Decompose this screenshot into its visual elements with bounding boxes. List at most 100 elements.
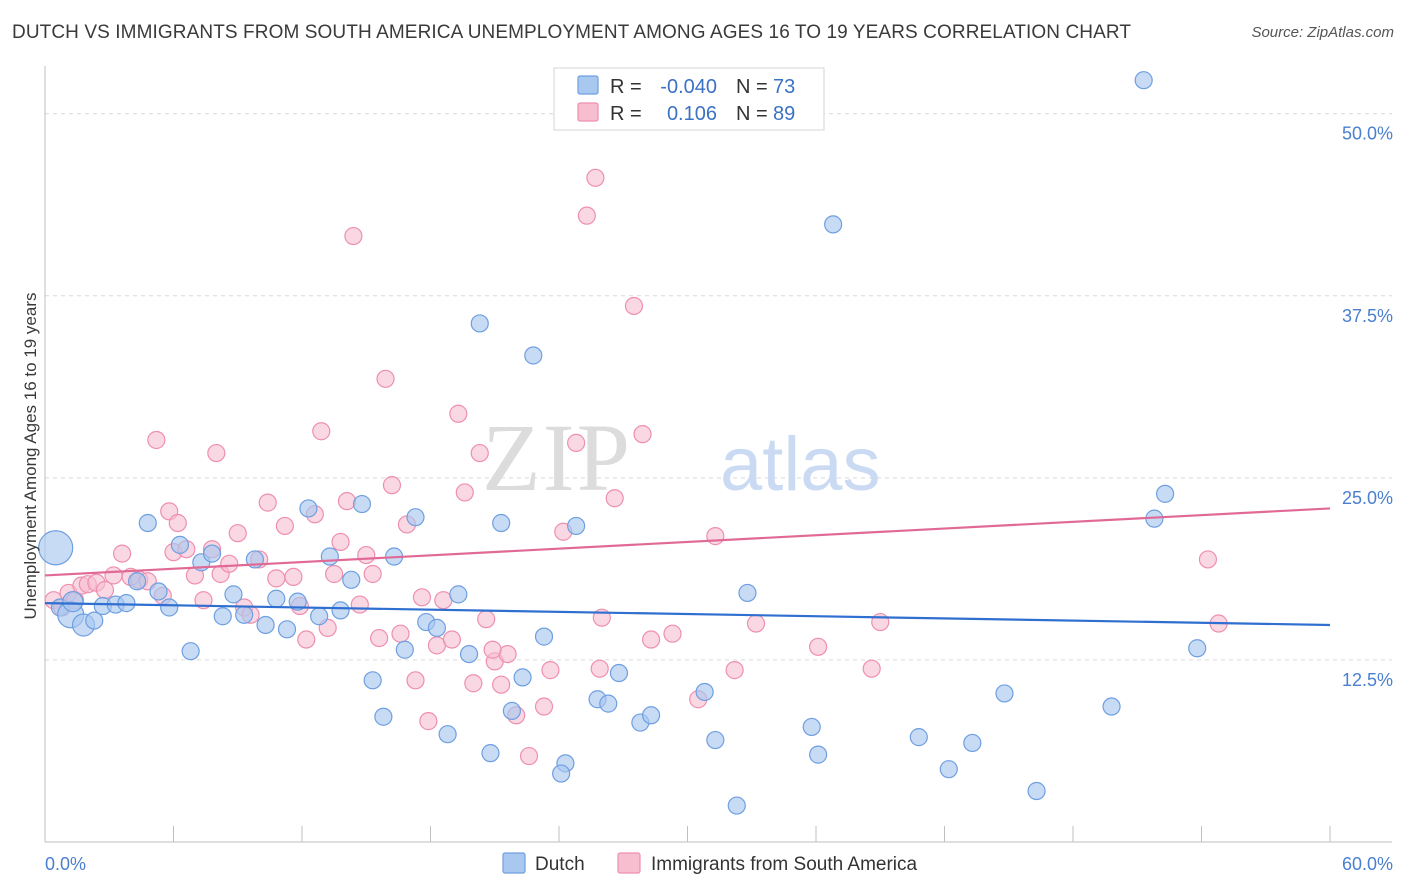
data-point-dutch [609,663,629,683]
data-point-dutch [288,592,307,611]
legend-bottom-swatch-dutch [502,852,526,874]
data-point-dutch [695,682,714,702]
y-tick-label: 37.5% [1342,306,1393,326]
legend-bottom-swatch-immigrants [617,852,641,874]
data-point-immigrants [605,489,624,508]
series-dutch-points [38,71,1207,815]
data-point-dutch [224,585,243,604]
data-point-dutch [406,508,425,527]
data-point-dutch [85,611,104,630]
data-point-dutch [802,717,821,737]
data-point-dutch [213,607,232,626]
data-point-dutch [534,627,554,646]
data-point-immigrants [624,296,644,316]
data-point-dutch [492,513,511,533]
legend-bottom: Dutch Immigrants from South America [502,852,918,875]
grid-lines [45,113,1392,661]
trend-line-immigrants [44,507,1331,577]
data-point-immigrants [706,527,725,546]
legend-n-value-2: 89 [773,103,795,125]
data-point-immigrants [228,524,247,543]
data-point-immigrants [577,206,596,225]
legend-top: R = -0.040 N = 73 R = 0.106 N = 89 [553,67,825,131]
data-point-immigrants [267,569,286,588]
data-point-immigrants [275,516,294,536]
data-point-dutch [149,582,168,601]
data-point-immigrants [419,712,438,731]
legend-n-value-1: 73 [773,76,795,98]
data-point-dutch [62,591,84,613]
data-point-immigrants [284,567,303,586]
data-point-dutch [38,530,74,566]
watermark-zip: ZIP [482,404,632,511]
axes [44,66,1392,843]
data-point-dutch [395,640,414,659]
data-point-immigrants [104,566,123,585]
data-point-dutch [1188,639,1207,658]
legend-swatch-immigrants [577,102,599,122]
data-point-dutch [995,684,1014,703]
data-point-immigrants [258,493,277,512]
x-tick-label: 60.0% [1342,854,1393,874]
data-point-immigrants [641,630,661,649]
y-tick-labels: 12.5% 25.0% 37.5% 50.0% [1342,124,1393,690]
data-point-immigrants [567,433,586,452]
data-point-dutch [320,547,339,566]
data-point-immigrants [498,644,517,664]
legend-bottom-label-immigrants: Immigrants from South America [651,854,918,875]
y-tick-label: 50.0% [1342,124,1393,144]
legend-bottom-label-dutch: Dutch [535,854,585,875]
y-tick-label: 12.5% [1342,670,1393,690]
data-point-dutch [502,701,521,721]
legend-r-value-2: 0.106 [667,103,717,125]
series-immigrants-points [44,168,1228,766]
data-point-immigrants [442,630,462,649]
trend-lines [44,507,1331,627]
data-point-immigrants [168,513,187,533]
data-point-immigrants [862,659,881,678]
data-point-immigrants [412,588,432,607]
data-point-dutch [352,494,372,514]
data-point-dutch [524,346,543,365]
data-point-immigrants [194,591,213,610]
data-point-immigrants [376,369,395,388]
data-point-immigrants [382,476,402,495]
data-point-dutch [567,516,586,536]
data-point-immigrants [331,532,350,552]
data-point-dutch [513,668,532,687]
data-point-immigrants [809,637,828,656]
data-point-dutch [374,707,393,726]
x-tick-label: 0.0% [45,854,86,874]
y-axis-label: Unemployment Among Ages 16 to 19 years [21,293,40,620]
data-point-dutch [1155,484,1175,503]
data-point-immigrants [725,661,744,680]
data-point-immigrants [871,612,890,632]
data-point-immigrants [470,443,489,463]
legend-swatch-dutch [577,75,599,95]
data-point-dutch [738,583,757,603]
data-point-immigrants [586,168,605,187]
data-point-immigrants [534,697,554,716]
data-point-dutch [449,585,468,604]
data-point-immigrants [746,614,766,633]
data-point-dutch [202,544,222,563]
data-point-immigrants [363,564,382,584]
data-point-dutch [127,572,147,591]
data-point-dutch [1102,697,1121,716]
data-point-dutch [170,535,190,554]
data-point-dutch [552,764,571,783]
data-point-dutch [1134,71,1153,90]
data-point-dutch [706,730,725,750]
data-point-dutch [438,725,457,744]
data-point-dutch [727,796,746,815]
data-point-dutch [299,499,318,518]
x-tick-labels: 0.0% 60.0% [45,854,1393,874]
data-point-dutch [342,570,361,589]
data-point-immigrants [449,404,468,423]
data-point-immigrants [1198,550,1218,569]
data-point-dutch [117,594,136,613]
data-point-immigrants [312,422,331,441]
data-point-dutch [256,615,275,635]
data-point-immigrants [541,661,560,680]
